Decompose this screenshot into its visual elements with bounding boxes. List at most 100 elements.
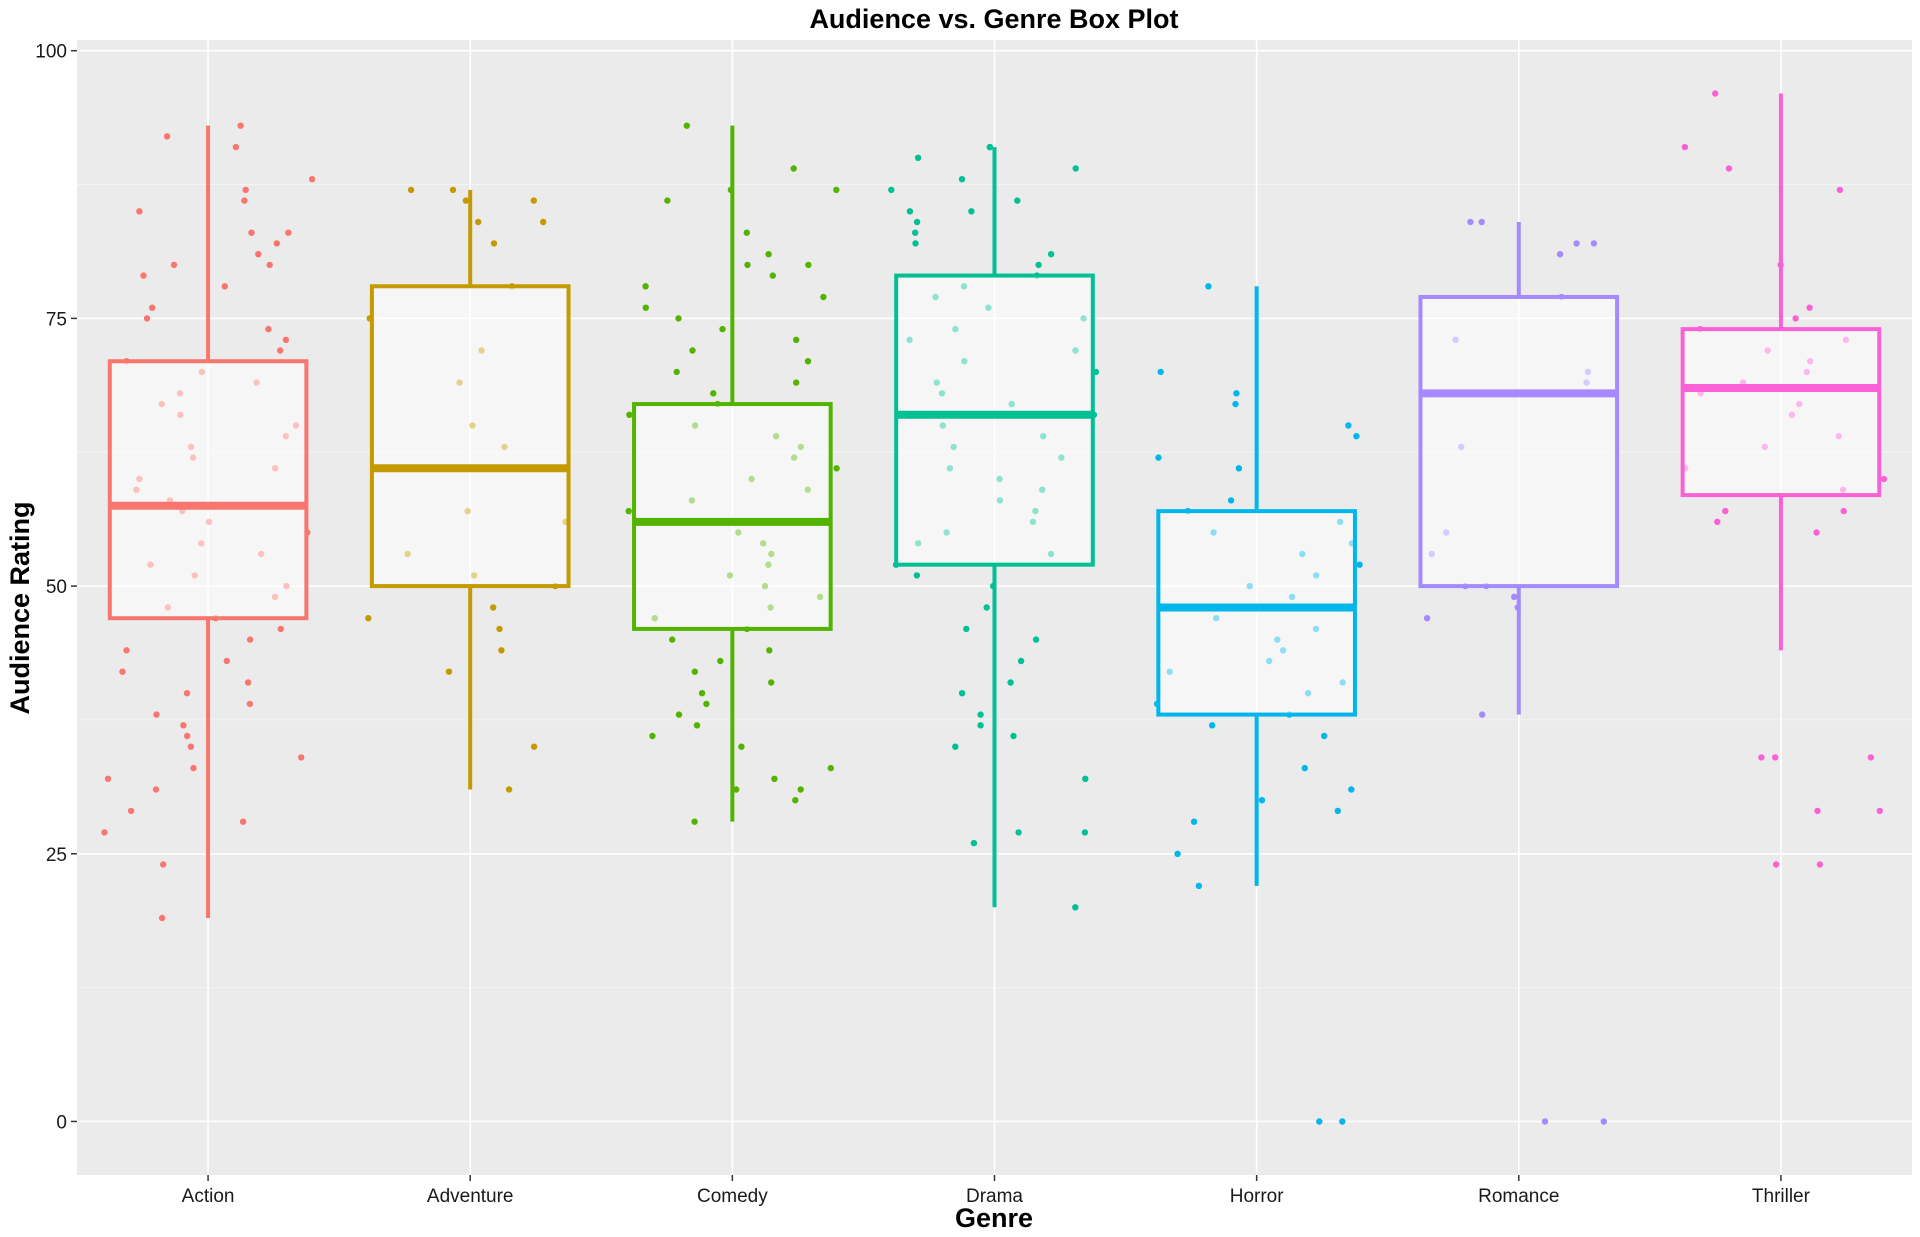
data-point-adventure	[445, 668, 453, 675]
data-point-comedy	[793, 379, 800, 386]
data-point-comedy	[768, 679, 775, 686]
data-point-action	[183, 690, 191, 697]
data-point-thriller	[1714, 518, 1721, 525]
data-point-drama	[963, 625, 970, 633]
data-point-action	[190, 764, 197, 772]
data-point-drama	[1010, 732, 1017, 740]
data-point-comedy	[675, 711, 683, 718]
x-tick-label-comedy: Comedy	[697, 1186, 768, 1207]
data-point-action	[277, 347, 284, 354]
x-axis-title: Genre	[955, 1203, 1033, 1233]
data-point-action	[277, 625, 284, 633]
data-point-comedy	[669, 636, 676, 643]
data-point-action	[221, 283, 228, 290]
data-point-drama	[913, 572, 921, 579]
data-point-romance	[1511, 593, 1518, 600]
data-point-drama	[958, 176, 966, 183]
data-point-thriller	[1681, 143, 1689, 151]
data-point-thriller	[1816, 861, 1824, 868]
data-point-comedy	[790, 165, 797, 172]
box-action	[107, 125, 309, 919]
chart-title: Audience vs. Genre Box Plot	[809, 4, 1178, 34]
data-point-comedy	[738, 743, 745, 750]
data-point-thriller	[1867, 754, 1875, 761]
data-point-drama	[970, 839, 978, 847]
data-point-drama	[1014, 197, 1021, 204]
data-point-action	[308, 176, 316, 183]
data-point-horror	[1334, 807, 1342, 815]
data-point-comedy	[744, 261, 751, 269]
data-point-drama	[1015, 829, 1022, 836]
data-point-action	[255, 251, 262, 258]
data-point-drama	[977, 711, 984, 718]
data-point-action	[127, 807, 135, 815]
data-point-comedy	[703, 700, 710, 708]
data-point-action	[242, 186, 249, 194]
data-point-horror	[1233, 390, 1240, 397]
data-point-horror	[1321, 732, 1328, 740]
data-point-action	[160, 861, 167, 868]
box-thriller	[1680, 93, 1882, 651]
data-point-action	[140, 272, 147, 279]
y-tick-label: 100	[35, 42, 67, 63]
data-point-drama	[952, 743, 959, 750]
data-point-romance	[1479, 711, 1486, 718]
data-point-adventure	[505, 786, 513, 793]
data-point-comedy	[833, 465, 840, 472]
data-point-action	[163, 133, 171, 140]
data-point-comedy	[833, 186, 840, 194]
data-point-adventure	[540, 218, 547, 226]
data-point-comedy	[719, 325, 726, 333]
data-point-comedy	[771, 775, 778, 782]
data-point-horror	[1339, 1118, 1346, 1125]
data-point-drama	[912, 240, 919, 247]
y-axis-title: Audience Rating	[5, 501, 35, 714]
data-point-comedy	[689, 347, 696, 354]
data-point-thriller	[1806, 304, 1813, 311]
data-point-action	[170, 261, 178, 269]
x-tick-label-romance: Romance	[1478, 1186, 1559, 1207]
data-point-drama	[1072, 904, 1079, 911]
data-point-thriller	[1712, 90, 1719, 97]
data-point-romance	[1423, 615, 1431, 622]
data-point-adventure	[530, 743, 538, 750]
data-point-action	[143, 315, 151, 322]
data-point-action	[101, 829, 108, 836]
data-point-action	[246, 636, 254, 643]
data-point-action	[136, 208, 143, 215]
box-iqr	[107, 359, 309, 621]
data-point-comedy	[820, 293, 827, 301]
box-iqr	[369, 284, 571, 589]
data-point-action	[265, 325, 272, 333]
data-point-drama	[913, 218, 921, 226]
x-tick-label-adventure: Adventure	[427, 1186, 514, 1207]
y-tick-label: 75	[46, 309, 67, 330]
box-iqr	[894, 273, 1095, 567]
data-point-horror	[1174, 850, 1181, 857]
data-point-drama	[914, 154, 922, 161]
data-point-action	[298, 754, 305, 761]
data-point-romance	[1478, 218, 1485, 226]
data-point-drama	[1032, 636, 1040, 643]
data-point-horror	[1316, 1118, 1323, 1125]
box-adventure	[369, 189, 571, 790]
y-tick-label: 25	[46, 845, 67, 866]
data-point-comedy	[827, 764, 834, 772]
data-point-thriller	[1758, 754, 1765, 761]
data-point-comedy	[664, 197, 671, 204]
data-point-comedy	[673, 368, 680, 376]
data-point-action	[282, 336, 290, 343]
data-point-drama	[958, 690, 966, 697]
data-point-comedy	[733, 786, 740, 793]
box-iqr	[1680, 327, 1882, 498]
data-point-drama	[1081, 829, 1089, 836]
data-point-action	[187, 743, 195, 750]
x-tick-label-action: Action	[182, 1186, 235, 1207]
data-point-romance	[1467, 218, 1474, 226]
box-iqr	[1418, 294, 1620, 589]
data-point-comedy	[683, 122, 690, 129]
data-point-drama	[888, 186, 895, 194]
y-tick-label: 50	[46, 577, 67, 598]
data-point-horror	[1301, 764, 1309, 772]
